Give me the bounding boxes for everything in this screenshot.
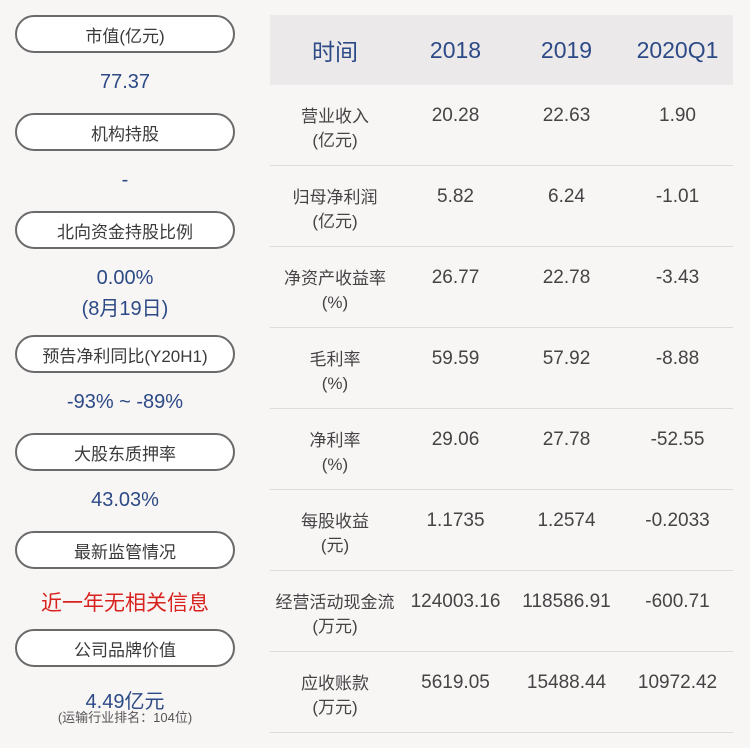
row-label: 应收账款 (万元) (270, 672, 400, 720)
table-row: 每股收益 (元) 1.1735 1.2574 -0.2033 (270, 490, 733, 571)
table-row: 净资产收益率 (%) 26.77 22.78 -3.43 (270, 247, 733, 328)
cell-2018: 5.82 (437, 186, 474, 207)
table-row: 经营活动现金流 (万元) 124003.16 118586.91 -600.71 (270, 571, 733, 652)
cell-2019: 22.78 (542, 267, 591, 288)
cell-2020q1: -8.88 (655, 348, 700, 369)
cell-2020q1: -52.55 (650, 429, 705, 450)
header-2020q1: 2020Q1 (636, 37, 719, 63)
table-row: 毛利率 (%) 59.59 57.92 -8.88 (270, 328, 733, 409)
row-name: 净利率 (309, 431, 361, 450)
table-row: 归母净利润 (亿元) 5.82 6.24 -1.01 (270, 166, 733, 247)
row-unit: (元) (320, 536, 350, 555)
row-unit: (万元) (312, 698, 358, 717)
row-unit: (%) (321, 455, 349, 474)
row-unit: (亿元) (312, 212, 358, 231)
institutional-holding-label: 机构持股 (15, 113, 235, 151)
cell-2019: 22.63 (542, 105, 591, 126)
table-row: 应收账款 (万元) 5619.05 15488.44 10972.42 (270, 652, 733, 733)
cell-2018: 20.28 (431, 105, 480, 126)
row-unit: (亿元) (312, 131, 358, 150)
cell-2018: 5619.05 (421, 672, 490, 693)
northbound-holding-label: 北向资金持股比例 (15, 211, 235, 249)
cell-2020q1: -0.2033 (645, 510, 710, 531)
cell-2020q1: -1.01 (655, 186, 700, 207)
table-row: 净利率 (%) 29.06 27.78 -52.55 (270, 409, 733, 490)
brand-value-label: 公司品牌价值 (15, 629, 235, 667)
regulatory-status-value: 近一年无相关信息 (41, 592, 209, 615)
regulatory-status-label: 最新监管情况 (15, 531, 235, 569)
profit-forecast-value: -93% ~ -89% (66, 391, 184, 413)
cell-2018: 26.77 (431, 267, 480, 288)
northbound-holding-value: 0.00% (96, 267, 154, 289)
row-unit: (%) (321, 374, 349, 393)
cell-2018: 1.1735 (426, 510, 485, 531)
cell-2019: 1.2574 (537, 510, 596, 531)
header-2019: 2019 (540, 37, 593, 63)
header-period: 时间 (312, 39, 358, 65)
header-2018: 2018 (429, 37, 482, 63)
market-cap-value: 77.37 (99, 71, 151, 93)
brand-value-value: 4.49亿元 (85, 691, 165, 713)
cell-2018: 29.06 (431, 429, 480, 450)
row-name: 营业收入 (301, 107, 369, 126)
cell-2019: 6.24 (548, 186, 585, 207)
row-name: 净资产收益率 (284, 269, 386, 288)
cell-2018: 59.59 (431, 348, 480, 369)
row-name: 应收账款 (301, 674, 369, 693)
cell-2020q1: -600.71 (645, 591, 710, 612)
profit-forecast-label: 预告净利同比(Y20H1) (15, 335, 235, 373)
cell-2019: 15488.44 (526, 672, 607, 693)
market-cap-label: 市值(亿元) (15, 15, 235, 53)
row-unit: (%) (321, 293, 349, 312)
row-name: 毛利率 (309, 350, 361, 369)
cell-2019: 118586.91 (522, 591, 611, 612)
row-label: 归母净利润 (亿元) (270, 186, 400, 234)
table-header: 时间 2018 2019 2020Q1 (270, 15, 733, 85)
institutional-holding-value: - (121, 169, 129, 191)
row-label: 经营活动现金流 (万元) (270, 591, 400, 639)
row-unit: (万元) (312, 617, 358, 636)
row-label: 每股收益 (元) (270, 510, 400, 558)
cell-2018: 124003.16 (410, 591, 501, 612)
table-row: 营业收入 (亿元) 20.28 22.63 1.90 (270, 85, 733, 166)
pledge-ratio-label: 大股东质押率 (15, 433, 235, 471)
row-label: 营业收入 (亿元) (270, 105, 400, 153)
pledge-ratio-value: 43.03% (91, 489, 159, 511)
row-name: 经营活动现金流 (275, 593, 395, 612)
financial-table: 时间 2018 2019 2020Q1 营业收入 (亿元) 20.28 22.63… (270, 15, 733, 733)
cell-2020q1: -3.43 (655, 267, 700, 288)
cell-2019: 27.78 (542, 429, 591, 450)
row-name: 归母净利润 (292, 188, 378, 207)
cell-2020q1: 1.90 (659, 105, 696, 126)
cell-2019: 57.92 (542, 348, 591, 369)
row-label: 毛利率 (%) (270, 348, 400, 396)
northbound-holding-date: (8月19日) (81, 298, 169, 320)
row-label: 净资产收益率 (%) (270, 267, 400, 315)
row-name: 每股收益 (301, 512, 369, 531)
row-label: 净利率 (%) (270, 429, 400, 477)
cell-2020q1: 10972.42 (637, 672, 718, 693)
brand-value-rank-note: (运输行业排名：104位) (57, 710, 193, 725)
